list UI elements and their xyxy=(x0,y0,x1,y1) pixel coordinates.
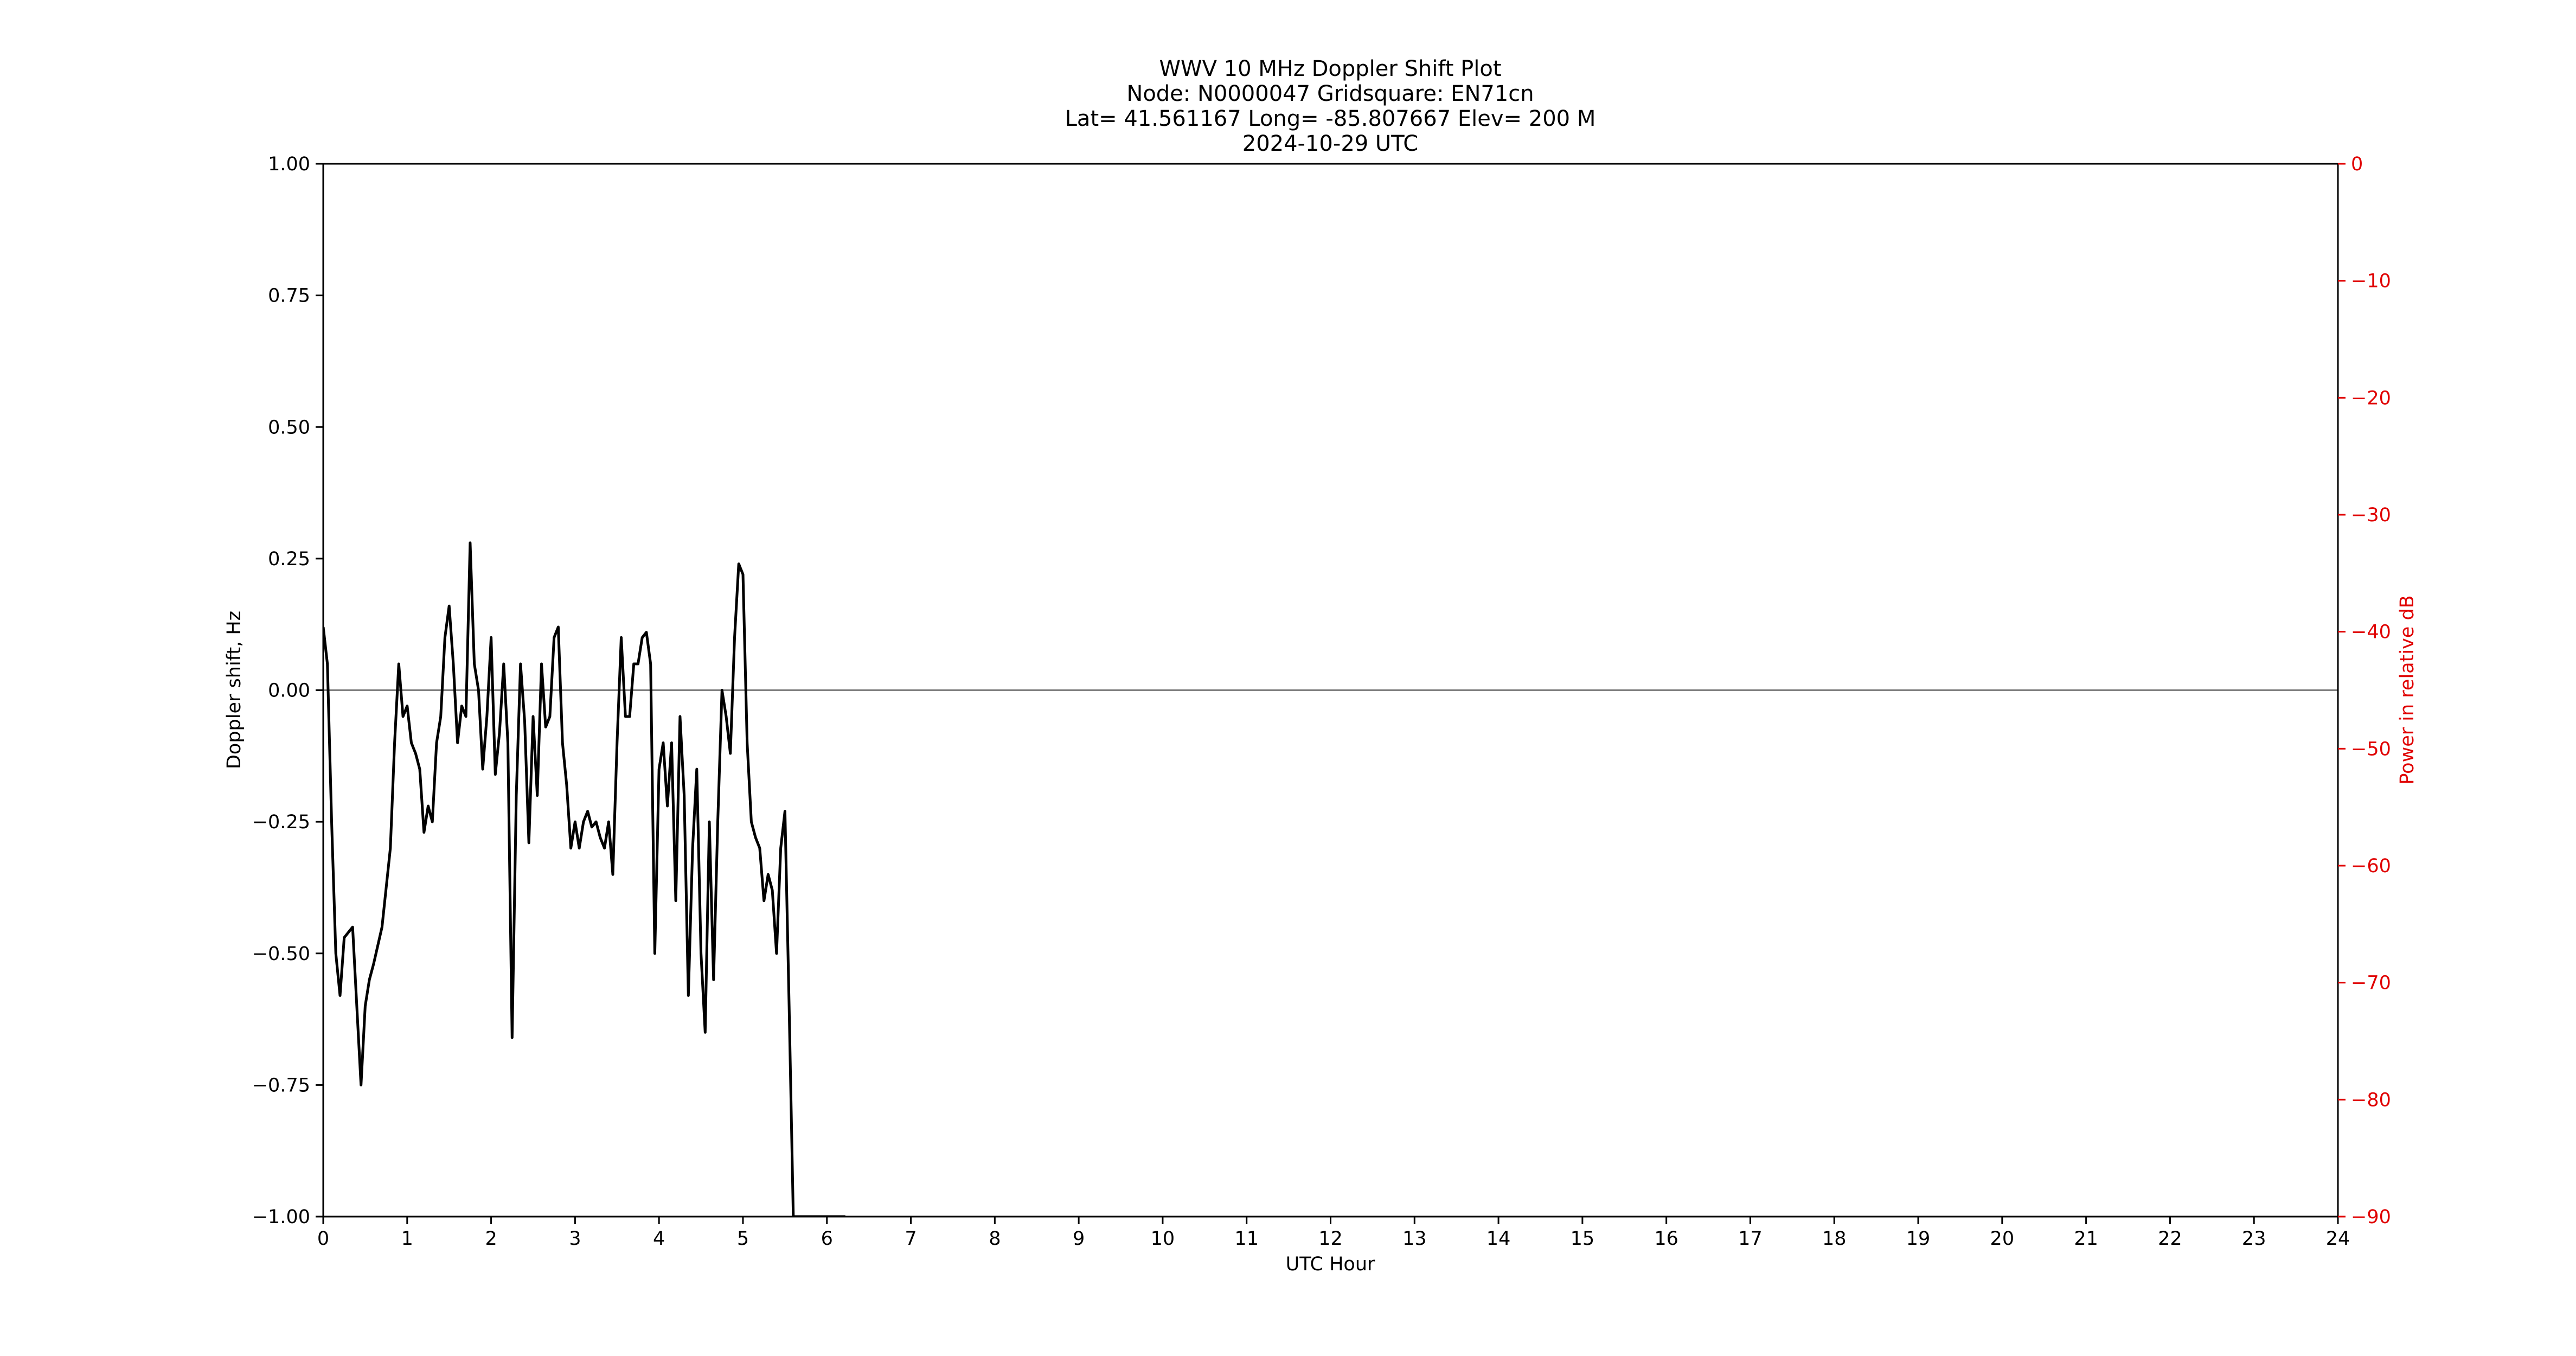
x-tick-label: 14 xyxy=(1486,1228,1511,1250)
x-axis-title: UTC Hour xyxy=(1286,1253,1375,1275)
x-tick-label: 10 xyxy=(1151,1228,1175,1250)
chart-title-line-3: Lat= 41.561167 Long= -85.807667 Elev= 20… xyxy=(1065,106,1596,131)
y-right-tick-label: −70 xyxy=(2351,973,2391,994)
x-tick-label: 1 xyxy=(401,1228,413,1250)
x-tick-label: 21 xyxy=(2074,1228,2098,1250)
x-tick-label: 11 xyxy=(1234,1228,1259,1250)
x-tick-label: 6 xyxy=(821,1228,833,1250)
y-tick-label: −0.25 xyxy=(252,811,310,833)
y-tick-label: −1.00 xyxy=(252,1206,310,1228)
y-tick-label: 1.00 xyxy=(268,153,310,175)
y-right-tick-label: 0 xyxy=(2351,153,2363,175)
doppler-series-line-0 xyxy=(323,541,845,1217)
x-tick-label: 16 xyxy=(1654,1228,1678,1250)
y-right-tick-label: −60 xyxy=(2351,855,2391,877)
x-tick-label: 19 xyxy=(1906,1228,1931,1250)
x-tick-label: 5 xyxy=(737,1228,749,1250)
y-axis-right-title: Power in relative dB xyxy=(2396,595,2418,784)
x-tick-label: 23 xyxy=(2242,1228,2266,1250)
y-right-tick-label: −90 xyxy=(2351,1206,2391,1228)
x-tick-label: 22 xyxy=(2158,1228,2182,1250)
y-axis-right: 0 −10 −20 −30 −40 −50 −60 −70 −80 −90 xyxy=(2338,153,2391,1228)
x-tick-label: 12 xyxy=(1318,1228,1343,1250)
x-tick-label: 15 xyxy=(1571,1228,1595,1250)
chart-title-line-2: Node: N0000047 Gridsquare: EN71cn xyxy=(1126,81,1534,106)
x-tick-label: 24 xyxy=(2326,1228,2350,1250)
y-right-tick-label: −20 xyxy=(2351,387,2391,409)
y-right-tick-label: −10 xyxy=(2351,271,2391,292)
chart-title-line-4: 2024-10-29 UTC xyxy=(1242,131,1418,156)
y-axis-left: 1.00 0.75 0.50 0.25 0.00 −0.25 −0.50 −0.75 −1.00 xyxy=(252,153,323,1228)
x-tick-label: 4 xyxy=(653,1228,665,1250)
y-right-tick-label: −80 xyxy=(2351,1089,2391,1111)
y-tick-label: −0.75 xyxy=(252,1074,310,1096)
y-tick-label: 0.25 xyxy=(268,548,310,570)
x-axis: 0 1 2 3 4 5 6 7 8 9 10 11 12 13 14 15 16 17 18 19 20 21 22 23 24 xyxy=(317,1217,2350,1250)
plot-area xyxy=(323,541,2338,1217)
x-tick-label: 7 xyxy=(905,1228,917,1250)
x-tick-label: 18 xyxy=(1822,1228,1847,1250)
x-tick-label: 13 xyxy=(1402,1228,1427,1250)
x-tick-label: 3 xyxy=(569,1228,581,1250)
y-tick-label: −0.50 xyxy=(252,943,310,965)
y-tick-label: 0.50 xyxy=(268,417,310,438)
y-axis-title: Doppler shift, Hz xyxy=(223,611,245,769)
chart-title-line-1: WWV 10 MHz Doppler Shift Plot xyxy=(1159,56,1501,81)
y-right-tick-label: −50 xyxy=(2351,738,2391,760)
x-tick-label: 0 xyxy=(317,1228,329,1250)
x-tick-label: 9 xyxy=(1073,1228,1085,1250)
y-tick-label: 0.75 xyxy=(268,285,310,307)
x-tick-label: 2 xyxy=(485,1228,497,1250)
y-right-tick-label: −30 xyxy=(2351,504,2391,526)
y-right-tick-label: −40 xyxy=(2351,622,2391,643)
y-tick-label: 0.00 xyxy=(268,680,310,702)
x-tick-label: 8 xyxy=(989,1228,1001,1250)
x-tick-label: 20 xyxy=(1990,1228,2015,1250)
x-tick-label: 17 xyxy=(1738,1228,1763,1250)
